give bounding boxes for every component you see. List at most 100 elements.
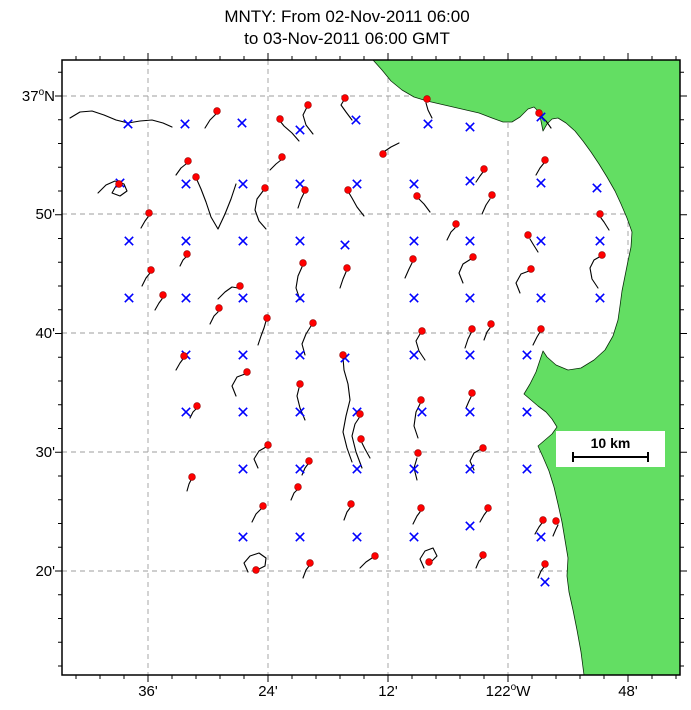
grid-point-x-marker — [465, 521, 475, 531]
grid-point-x-marker — [238, 532, 248, 542]
drifter-trajectory — [254, 190, 267, 230]
grid-point-x-marker — [238, 293, 248, 303]
drifter-trajectory — [348, 192, 365, 217]
drifter-end-dot — [488, 191, 496, 199]
drifter-end-dot — [379, 150, 387, 158]
y-tick-label: 37oN — [22, 87, 55, 105]
grid-point-x-marker — [540, 577, 550, 587]
drifter-trajectory — [269, 159, 282, 171]
drifter-end-dot — [343, 264, 351, 272]
drifter-trajectory — [154, 298, 163, 311]
grid-point-x-marker — [180, 119, 190, 129]
drifter-trajectory — [465, 396, 472, 409]
drifter-end-dot — [305, 457, 313, 465]
grid-point-x-marker — [409, 350, 419, 360]
drifter-trajectory — [515, 270, 530, 294]
drifter-trajectory — [302, 565, 310, 579]
land-polygon — [372, 59, 681, 676]
drifter-end-dot — [480, 165, 488, 173]
grid-point-x-marker — [295, 236, 305, 246]
grid-point-x-marker — [351, 115, 361, 125]
drifter-trajectory — [175, 358, 184, 371]
drifter-end-dot — [539, 516, 547, 524]
grid-point-x-marker — [340, 240, 350, 250]
grid-point-x-marker — [124, 293, 134, 303]
drifter-end-dot — [339, 351, 347, 359]
drifter-end-dot — [183, 250, 191, 258]
drifter-end-dot — [596, 210, 604, 218]
drifter-trajectory — [179, 256, 187, 267]
drifter-trajectory — [404, 262, 413, 279]
scale-bar-label: 10 km — [591, 435, 631, 451]
drifter-trajectory — [302, 106, 314, 135]
x-tick-label: 48' — [618, 683, 638, 700]
drifter-trajectory — [534, 522, 543, 535]
drifter-trajectory — [415, 333, 426, 361]
drifter-end-dot — [264, 441, 272, 449]
drifter-trajectory — [204, 113, 217, 129]
drifter-trajectory — [412, 511, 421, 525]
drifter-end-dot — [487, 320, 495, 328]
drifter-end-dot — [243, 368, 251, 376]
drifter-end-dot — [184, 157, 192, 165]
scale-bar: 10 km — [556, 431, 665, 467]
drifter-trajectory — [196, 179, 237, 230]
grid-point-x-marker — [536, 236, 546, 246]
drifter-end-dot — [409, 255, 417, 263]
drifter-end-dot — [537, 325, 545, 333]
drifter-trajectory — [475, 557, 483, 569]
drifter-trajectory — [479, 510, 488, 523]
grid-point-x-marker — [465, 122, 475, 132]
drifter-trajectory — [537, 566, 545, 579]
drifter-trajectory — [257, 320, 267, 346]
drifter-trajectory — [209, 311, 219, 325]
drifter-end-dot — [294, 483, 302, 491]
grid-point-x-marker — [595, 293, 605, 303]
grid-point-x-marker — [465, 236, 475, 246]
drifter-trajectory — [384, 142, 400, 152]
grid-point-x-marker — [352, 179, 362, 189]
drifter-end-dot — [598, 251, 606, 259]
y-tick-label: 30' — [35, 444, 55, 461]
chart-title-line2: to 03-Nov-2011 06:00 GMT — [244, 29, 450, 48]
drifter-trajectory — [600, 217, 610, 231]
grid-point-x-marker — [124, 236, 134, 246]
drifter-end-dot — [296, 380, 304, 388]
drifter-end-dot — [541, 560, 549, 568]
drifter-trajectory — [351, 417, 363, 469]
drifter-end-dot — [469, 253, 477, 261]
grid-point-x-marker — [238, 407, 248, 417]
drifter-end-dot — [535, 109, 543, 117]
grid-point-x-marker — [181, 407, 191, 417]
trajectories-layer — [69, 99, 610, 579]
drifter-trajectory — [481, 198, 491, 215]
grid-point-x-marker — [409, 179, 419, 189]
drifter-end-dot — [418, 327, 426, 335]
drifter-trajectory — [186, 479, 192, 492]
drifter-trajectory — [359, 557, 373, 569]
drifter-trajectory — [217, 286, 239, 300]
drifter-end-dot — [215, 304, 223, 312]
grid-point-x-marker — [417, 407, 427, 417]
grid-point-x-marker — [295, 407, 305, 417]
grid-point-x-marker — [238, 350, 248, 360]
drifter-trajectory — [464, 332, 472, 349]
grid-point-x-marker — [295, 464, 305, 474]
grid-point-x-marker — [409, 464, 419, 474]
drifter-trajectory — [529, 238, 539, 253]
drifter-end-dot — [145, 209, 153, 217]
grid-point-x-marker — [409, 236, 419, 246]
drifter-trajectory — [279, 120, 300, 142]
grid-point-x-marker — [352, 464, 362, 474]
drifter-end-dot — [192, 173, 200, 181]
drifter-trajectory — [141, 272, 151, 287]
grid-point-x-marker — [295, 532, 305, 542]
drifter-trajectory — [469, 448, 482, 471]
axes-frame — [61, 59, 681, 676]
drifter-end-dot — [413, 192, 421, 200]
grid-point-x-marker — [295, 179, 305, 189]
drifter-end-dot — [115, 180, 123, 188]
grid-point-x-marker — [522, 407, 532, 417]
drifter-trajectory — [290, 489, 298, 501]
